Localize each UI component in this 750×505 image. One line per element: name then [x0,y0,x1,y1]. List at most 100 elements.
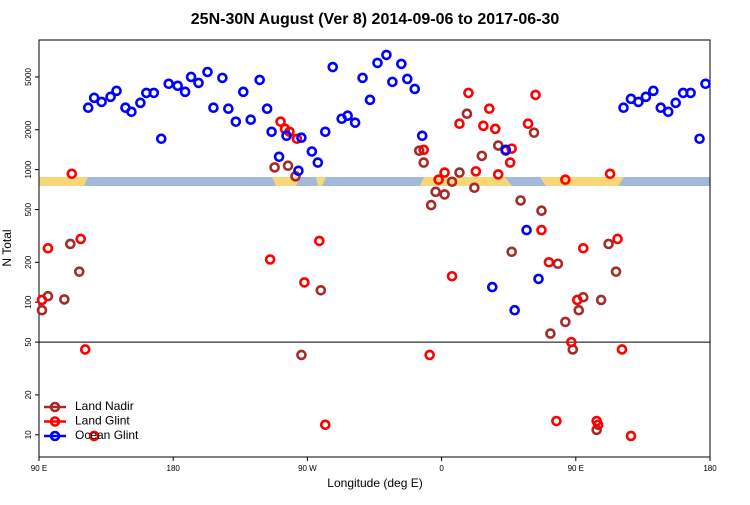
point [396,58,407,70]
point [299,277,310,288]
point [372,57,383,69]
y-tick-label: 5000 [24,68,33,86]
point [217,72,228,84]
point [208,102,219,114]
point [179,86,191,98]
y-axis-label: N Total [0,229,14,266]
point [470,166,482,177]
point [296,349,307,361]
x-axis-label: Longitude (deg E) [327,476,422,490]
point [492,169,504,180]
point [364,94,376,106]
point [202,66,213,78]
point [492,140,504,151]
point [75,233,87,245]
x-tick-label: 0 [439,464,444,473]
y-tick-label: 10 [24,430,33,439]
point [595,294,607,306]
point [282,160,294,172]
point [533,273,544,285]
point [430,186,441,198]
point [416,130,428,142]
point [515,195,526,206]
point [454,118,465,130]
legend-marker [49,430,61,442]
y-tick-label: 2000 [24,120,33,138]
point [88,430,100,442]
point [476,150,488,162]
y-tick-label: 200 [24,255,33,269]
point [126,106,137,118]
point [312,157,324,168]
point [577,243,589,254]
point [530,89,541,101]
y-tick-label: 20 [24,390,33,399]
point [418,144,430,156]
point [96,96,107,108]
point [618,102,629,114]
point [509,304,520,316]
point [266,126,277,138]
point [319,419,331,431]
point [342,110,353,122]
point [504,157,516,168]
point [314,235,325,247]
point [566,336,577,348]
point [484,103,495,115]
point [36,294,48,306]
point [254,74,265,86]
point [82,102,94,114]
point [573,304,585,316]
point [424,349,435,361]
point [506,143,517,154]
point [413,145,425,156]
x-tick-label: 180 [703,464,717,473]
point [536,224,547,236]
legend-label: Ocean Glint [75,428,139,442]
point [439,167,450,178]
point [469,182,480,194]
point [73,266,85,277]
point [105,91,116,103]
land-strip [316,177,326,186]
point [59,294,70,305]
x-tick-label: 90 W [298,464,317,473]
point [545,328,556,339]
y-tick-label: 500 [24,202,33,216]
point [528,127,540,138]
point [381,49,392,61]
point [454,167,465,178]
point [536,205,547,217]
point [387,76,398,88]
y-tick-label: 100 [24,295,33,309]
point [425,199,437,211]
point [306,146,318,157]
point [185,71,197,83]
land-strip [39,177,88,186]
point [349,117,361,128]
point [543,256,555,268]
point [655,102,667,114]
point [291,133,303,145]
point [148,87,160,99]
point [592,419,604,431]
point [296,132,307,144]
point [275,116,286,127]
point [604,168,616,180]
ocean-strip [39,177,710,186]
point [163,78,175,90]
point [463,87,474,99]
point [66,168,78,180]
point [439,189,450,200]
point [111,85,122,97]
point [172,80,183,92]
point [640,91,652,103]
chart-title: 25N-30N August (Ver 8) 2014-09-06 to 201… [191,11,560,28]
point [261,103,273,115]
point [670,97,682,109]
point [237,86,249,98]
point [402,73,413,85]
point [293,165,304,177]
point [319,126,331,138]
point [36,304,48,316]
